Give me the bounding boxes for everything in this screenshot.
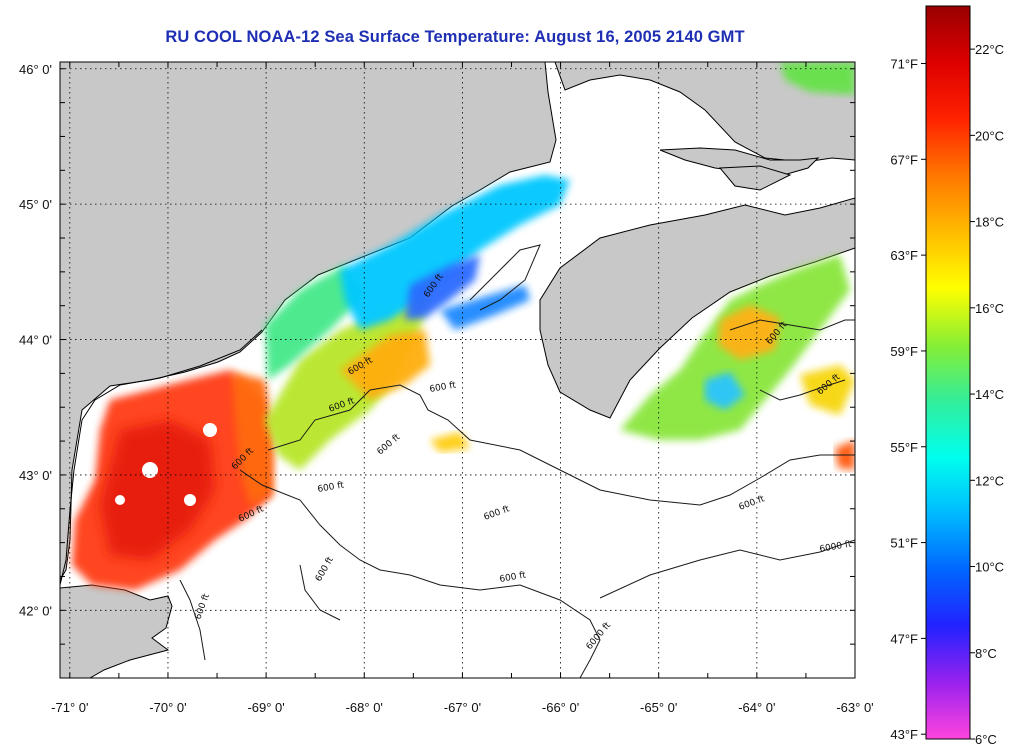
x-tick-label: -64° 0' [738,700,775,715]
land-nova-scotia [539,197,855,419]
depth-contour-line [729,319,855,331]
celsius-label: 6°C [975,732,997,747]
colorbar-scale [925,5,971,740]
celsius-label: 22°C [975,42,1004,57]
contour-label: 600 ft [429,380,457,395]
cloud-gap [142,462,158,478]
depth-contour-line [267,384,855,506]
cloud-gap [115,495,125,505]
sst-bank-speck [430,432,470,452]
x-tick-label: -71° 0' [51,700,88,715]
fahrenheit-label: 67°F [890,152,918,167]
x-tick-label: -66° 0' [542,700,579,715]
contour-label: 600 ft [317,480,345,495]
fahrenheit-label: 47°F [890,631,918,646]
land-new-england [60,62,557,581]
fahrenheit-label: 43°F [890,727,918,742]
land-pei-cape-breton [659,147,820,177]
y-tick-label: 45° 0' [19,197,52,212]
depth-contour-line [469,244,541,311]
y-tick-label: 46° 0' [19,62,52,77]
map-title: RU COOL NOAA-12 Sea Surface Temperature:… [165,28,745,46]
fahrenheit-label: 51°F [890,536,918,551]
sst-patches [72,62,855,590]
x-tick-label: -65° 0' [640,700,677,715]
sst-green-coast [265,265,365,380]
fahrenheit-label: 55°F [890,440,918,455]
land-masses [60,62,855,678]
celsius-label: 12°C [975,473,1004,488]
x-tick-label: -67° 0' [444,700,481,715]
depth-contour-line [759,379,846,401]
sst-ns-cyan-spot [705,372,745,410]
depth-contour-line [239,469,601,678]
contour-label: 600 ft [499,570,527,585]
sst-ns-orange-patch [718,305,780,360]
x-tick-label: -70° 0' [149,700,186,715]
celsius-label: 14°C [975,387,1004,402]
sst-yellow-green-band [265,290,430,470]
celsius-label: 20°C [975,128,1004,143]
y-tick-label: 44° 0' [19,333,52,348]
land-new-brunswick [554,62,855,163]
y-tick-label: 42° 0' [19,603,52,618]
colorbar: 22°C 20°C 18°C 16°C 14°C 12°C 10°C 8°C 6°C 71°F 67… [890,5,1004,747]
x-tick-label: -69° 0' [247,700,284,715]
celsius-label: 16°C [975,301,1004,316]
celsius-label: 10°C [975,560,1004,575]
cloud-gap [203,423,217,437]
axis-labels: -71° 0' -70° 0' -69° 0' -68° 0' -67° 0' -66° … [19,62,874,715]
fahrenheit-label: 59°F [890,344,918,359]
land-cape-cod [60,584,173,678]
land-pei-island [718,165,792,191]
x-tick-label: -63° 0' [836,700,873,715]
cloud-gap [184,494,196,506]
sst-ne-corner [780,62,855,95]
sst-cyan-coast [340,175,570,330]
sst-blue-jordan [405,255,480,320]
fahrenheit-label: 63°F [890,248,918,263]
sst-orange-east-shelf [340,330,430,400]
depth-contour-line [599,539,855,599]
sst-warm-center [100,420,215,560]
map-frame [59,61,856,679]
axis-ticks [60,62,856,679]
x-tick-label: -68° 0' [346,700,383,715]
depth-contour-line [179,579,206,661]
fahrenheit-label: 71°F [890,56,918,71]
y-tick-label: 43° 0' [19,468,52,483]
coastline-maine [60,329,263,586]
depth-contour-line [299,564,341,621]
sst-ns-yellow-east [800,365,855,415]
celsius-label: 8°C [975,646,997,661]
celsius-label: 18°C [975,215,1004,230]
